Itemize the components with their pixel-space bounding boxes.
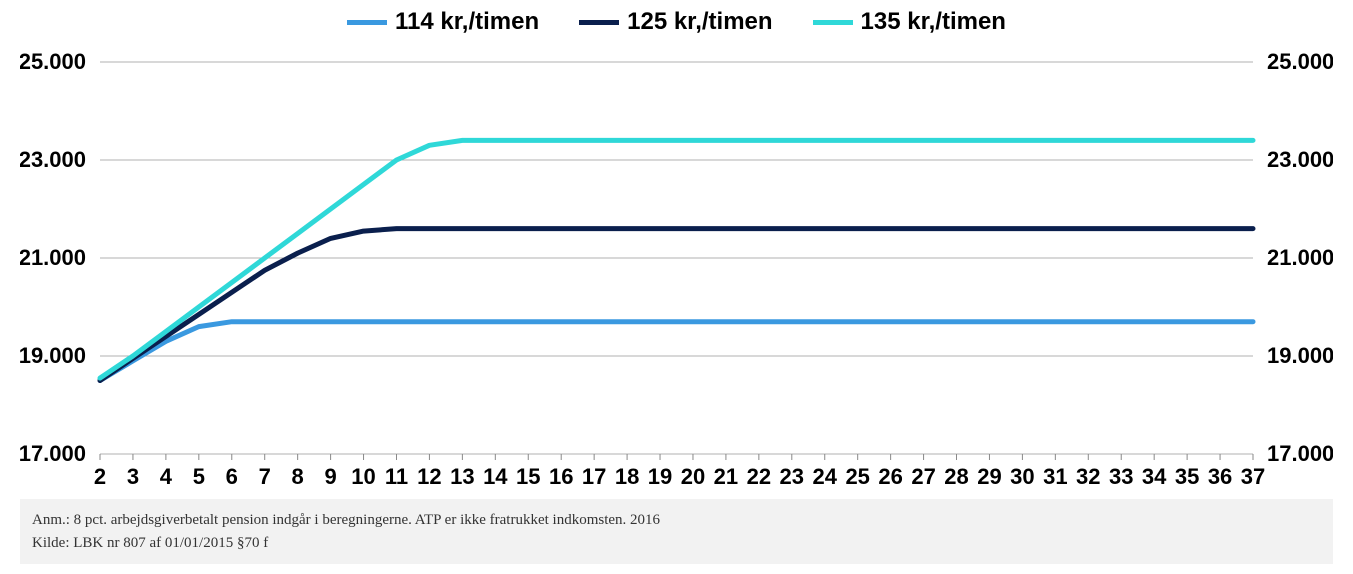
svg-text:14: 14	[483, 464, 508, 489]
svg-text:8: 8	[292, 464, 304, 489]
svg-text:25.000: 25.000	[20, 52, 86, 74]
svg-text:18: 18	[615, 464, 639, 489]
svg-text:25: 25	[845, 464, 869, 489]
svg-text:9: 9	[324, 464, 336, 489]
svg-text:31: 31	[1043, 464, 1067, 489]
svg-text:2: 2	[94, 464, 106, 489]
svg-text:10: 10	[351, 464, 375, 489]
svg-text:25.000: 25.000	[1267, 52, 1333, 74]
svg-text:17.000: 17.000	[20, 441, 86, 466]
svg-text:35: 35	[1175, 464, 1199, 489]
svg-text:26: 26	[878, 464, 902, 489]
svg-text:21.000: 21.000	[20, 245, 86, 270]
svg-text:37: 37	[1241, 464, 1265, 489]
svg-text:7: 7	[259, 464, 271, 489]
legend-label: 135 kr,/timen	[861, 8, 1006, 36]
legend-item: 135 kr,/timen	[813, 8, 1006, 36]
footnote-box: Anm.: 8 pct. arbejdsgiverbetalt pension …	[20, 499, 1333, 564]
svg-text:11: 11	[385, 464, 408, 489]
svg-text:28: 28	[944, 464, 968, 489]
legend-swatch	[813, 20, 853, 25]
svg-text:23: 23	[780, 464, 804, 489]
legend-label: 125 kr,/timen	[627, 8, 772, 36]
svg-text:3: 3	[127, 464, 139, 489]
svg-text:23.000: 23.000	[1267, 147, 1333, 172]
svg-text:4: 4	[160, 464, 173, 489]
svg-text:19: 19	[648, 464, 672, 489]
svg-text:29: 29	[977, 464, 1001, 489]
svg-text:24: 24	[813, 464, 838, 489]
legend-item: 125 kr,/timen	[579, 8, 772, 36]
svg-text:22: 22	[747, 464, 771, 489]
svg-text:17.000: 17.000	[1267, 441, 1333, 466]
svg-text:15: 15	[516, 464, 540, 489]
svg-text:17: 17	[582, 464, 606, 489]
svg-text:23.000: 23.000	[20, 147, 86, 172]
legend-label: 114 kr,/timen	[395, 8, 539, 36]
svg-text:21.000: 21.000	[1267, 245, 1333, 270]
svg-text:12: 12	[417, 464, 441, 489]
svg-text:36: 36	[1208, 464, 1232, 489]
legend-item: 114 kr,/timen	[347, 8, 539, 36]
svg-text:34: 34	[1142, 464, 1167, 489]
svg-text:13: 13	[450, 464, 474, 489]
chart-area: 17.000 17.000 19.000 19.000 21.000 21.000 23.0…	[20, 52, 1333, 494]
svg-text:19.000: 19.000	[20, 343, 86, 368]
svg-text:21: 21	[714, 464, 738, 489]
svg-text:20: 20	[681, 464, 705, 489]
legend: 114 kr,/timen 125 kr,/timen 135 kr,/timen	[0, 8, 1353, 36]
svg-text:32: 32	[1076, 464, 1100, 489]
footnote-line-2: Kilde: LBK nr 807 af 01/01/2015 §70 f	[32, 532, 1321, 555]
svg-text:27: 27	[911, 464, 935, 489]
chart-page: 114 kr,/timen125 kr,/timen135 kr,/timen …	[0, 0, 1353, 574]
svg-text:19.000: 19.000	[1267, 343, 1333, 368]
svg-text:5: 5	[193, 464, 205, 489]
svg-text:16: 16	[549, 464, 573, 489]
footnote-line-1: Anm.: 8 pct. arbejdsgiverbetalt pension …	[32, 509, 1321, 532]
svg-text:33: 33	[1109, 464, 1133, 489]
line-chart-svg: 17.000 17.000 19.000 19.000 21.000 21.000 23.0…	[20, 52, 1333, 494]
svg-text:30: 30	[1010, 464, 1034, 489]
legend-swatch	[347, 20, 387, 25]
svg-text:6: 6	[226, 464, 238, 489]
legend-swatch	[579, 20, 619, 25]
